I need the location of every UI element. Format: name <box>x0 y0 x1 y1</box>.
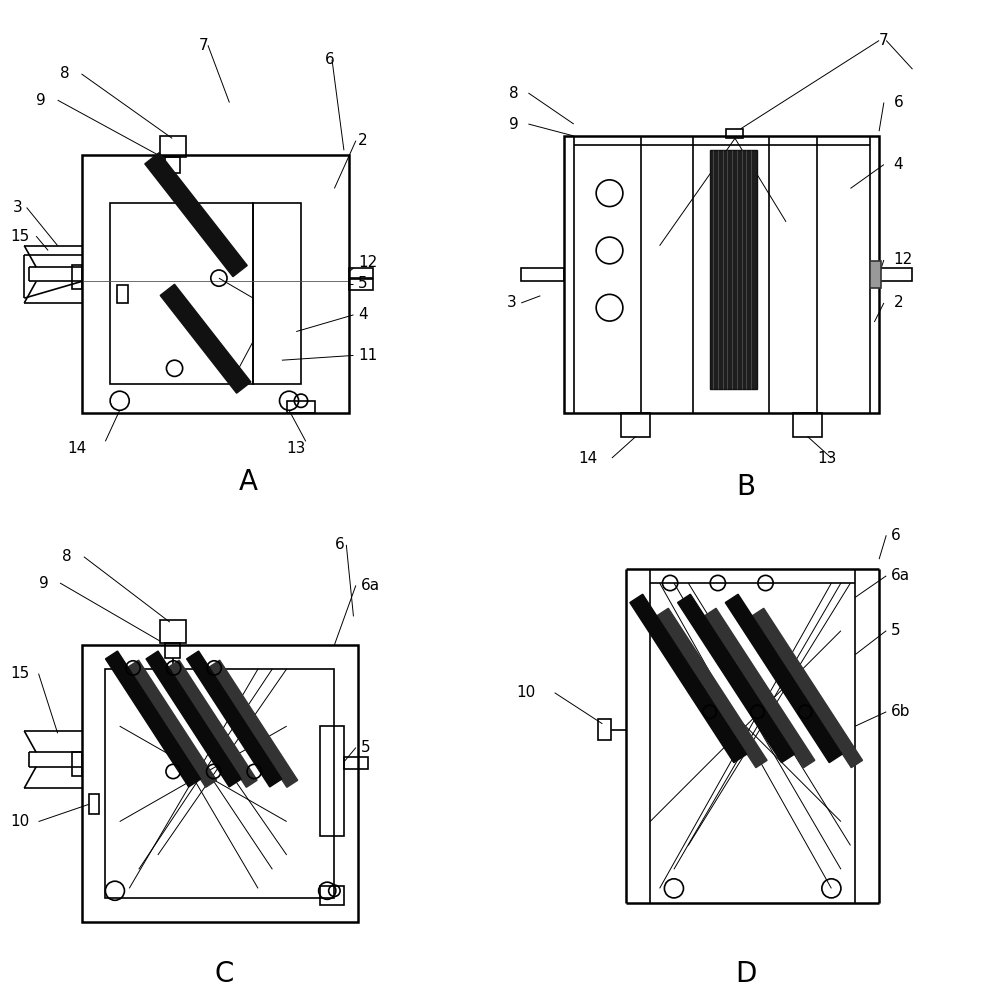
Text: 6: 6 <box>325 52 335 67</box>
Polygon shape <box>726 594 842 763</box>
Bar <box>710 150 757 389</box>
Bar <box>621 413 650 437</box>
Text: 13: 13 <box>286 441 306 456</box>
Bar <box>286 401 315 413</box>
Text: 14: 14 <box>68 441 86 456</box>
Polygon shape <box>678 594 794 763</box>
Bar <box>320 886 344 905</box>
Polygon shape <box>209 660 297 787</box>
Text: 4: 4 <box>894 157 903 172</box>
Bar <box>870 261 882 288</box>
Bar <box>82 155 349 413</box>
Polygon shape <box>145 153 248 277</box>
Text: 14: 14 <box>579 451 597 466</box>
Text: 5: 5 <box>361 740 370 755</box>
Text: 12: 12 <box>894 252 912 267</box>
Text: 10: 10 <box>517 685 536 700</box>
Polygon shape <box>187 651 281 787</box>
Text: 5: 5 <box>358 276 368 291</box>
Text: C: C <box>215 960 235 988</box>
Bar <box>793 413 822 437</box>
Bar <box>727 129 744 138</box>
Bar <box>165 157 180 173</box>
Text: 7: 7 <box>879 33 889 48</box>
Text: 10: 10 <box>10 814 29 829</box>
Text: 6: 6 <box>334 537 344 552</box>
Text: 6b: 6b <box>891 704 911 719</box>
Bar <box>105 669 334 898</box>
Polygon shape <box>657 608 767 768</box>
Text: 9: 9 <box>39 576 49 591</box>
Text: 8: 8 <box>60 66 70 81</box>
Bar <box>349 279 373 290</box>
Bar <box>253 203 301 384</box>
Bar <box>165 643 180 658</box>
Bar <box>344 757 368 769</box>
Text: 9: 9 <box>36 93 46 108</box>
Text: 3: 3 <box>12 200 22 215</box>
Polygon shape <box>705 608 815 768</box>
Polygon shape <box>160 284 250 393</box>
Polygon shape <box>168 660 257 787</box>
Text: 15: 15 <box>10 229 29 244</box>
Text: 15: 15 <box>10 666 29 681</box>
Text: 6a: 6a <box>891 568 911 583</box>
Text: 8: 8 <box>509 86 519 101</box>
Text: 6a: 6a <box>361 578 380 593</box>
Text: 12: 12 <box>358 255 378 270</box>
Text: 7: 7 <box>199 38 208 53</box>
Text: 5: 5 <box>891 623 901 638</box>
Polygon shape <box>128 660 217 787</box>
Bar <box>117 285 128 303</box>
Bar <box>72 752 83 776</box>
Bar <box>879 268 912 281</box>
Text: 4: 4 <box>358 307 368 322</box>
Bar <box>82 645 358 922</box>
Text: 2: 2 <box>894 295 903 310</box>
Text: 9: 9 <box>509 117 519 132</box>
Bar <box>320 726 344 836</box>
Bar <box>160 620 187 643</box>
Text: 8: 8 <box>63 549 72 564</box>
Text: 11: 11 <box>358 348 378 363</box>
Text: 6: 6 <box>894 95 904 110</box>
Bar <box>110 203 253 384</box>
Polygon shape <box>105 651 201 787</box>
Text: 13: 13 <box>817 451 836 466</box>
Bar <box>160 136 187 157</box>
Text: 6: 6 <box>891 528 901 543</box>
Polygon shape <box>630 594 746 763</box>
Text: D: D <box>735 960 756 988</box>
Text: A: A <box>239 468 258 496</box>
Text: B: B <box>736 473 755 501</box>
Bar <box>88 794 99 814</box>
Text: 2: 2 <box>358 133 368 148</box>
Bar <box>521 268 565 281</box>
Bar <box>349 268 373 278</box>
Polygon shape <box>752 608 863 768</box>
Bar <box>597 719 611 740</box>
Bar <box>72 265 83 289</box>
Bar <box>565 136 879 413</box>
Text: 3: 3 <box>507 295 517 310</box>
Polygon shape <box>146 651 242 787</box>
